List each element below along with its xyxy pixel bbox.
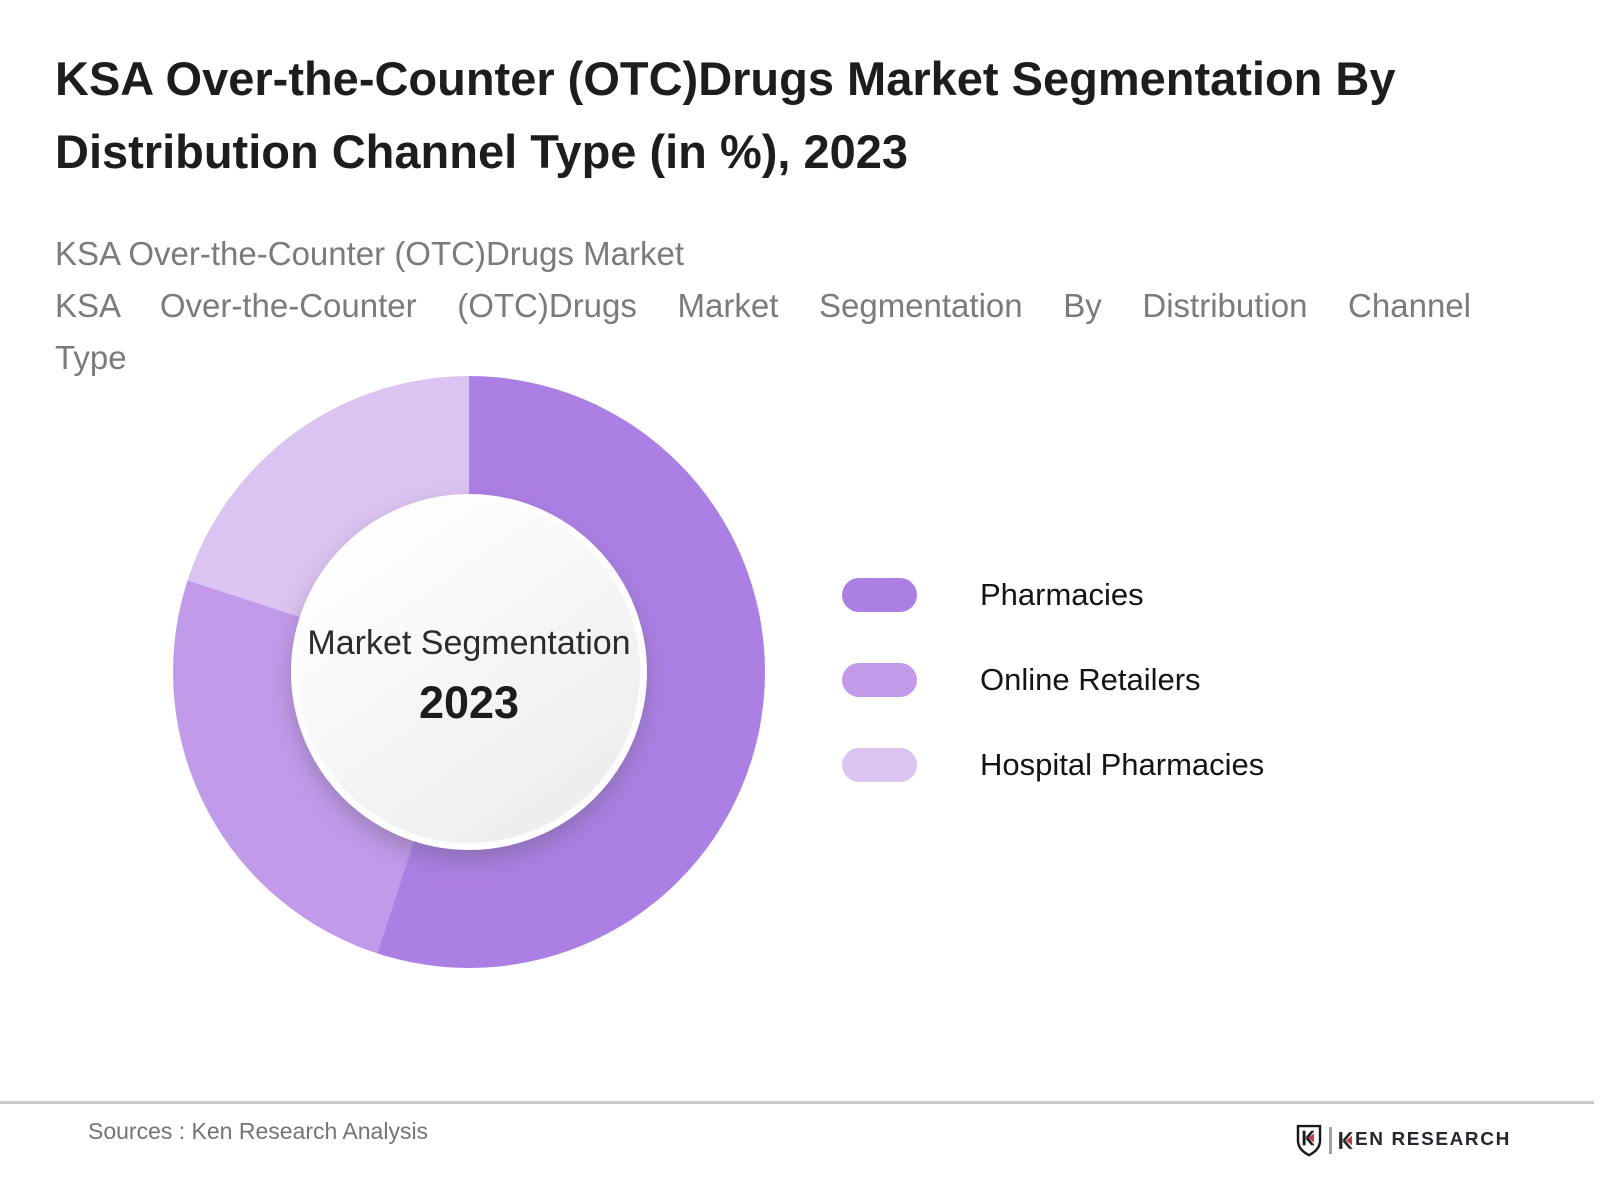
donut-chart: Market Segmentation 2023 <box>173 376 765 968</box>
legend-label-pharmacies: Pharmacies <box>980 577 1144 612</box>
legend-item-pharmacies: Pharmacies <box>842 577 1144 612</box>
logo-wordmark: EN RESEARCH <box>1339 1129 1511 1151</box>
ken-research-shield-icon <box>1296 1124 1322 1157</box>
logo-brand-text: EN RESEARCH <box>1355 1129 1511 1150</box>
footer-divider <box>0 1101 1594 1104</box>
sources-text: Sources : Ken Research Analysis <box>88 1118 429 1144</box>
legend-swatch-online-retailers <box>842 663 917 697</box>
legend-label-online-retailers: Online Retailers <box>980 662 1201 697</box>
legend-swatch-hospital-pharmacies <box>842 748 917 782</box>
donut-center-year: 2023 <box>418 677 520 728</box>
page-title-line1: KSA Over-the-Counter (OTC)Drugs Market S… <box>55 52 1396 105</box>
legend-item-hospital-pharmacies: Hospital Pharmacies <box>842 747 1265 782</box>
subtitle-segmentation-line: KSA Over-the-Counter (OTC)Drugs Market S… <box>55 287 1471 324</box>
logo-divider-bar <box>1329 1126 1332 1154</box>
subtitle-market-name: KSA Over-the-Counter (OTC)Drugs Market <box>55 235 684 272</box>
legend-swatch-pharmacies <box>842 578 917 612</box>
legend-item-online-retailers: Online Retailers <box>842 662 1201 697</box>
logo-k-icon <box>1339 1131 1353 1149</box>
donut-center-label: Market Segmentation <box>307 624 631 662</box>
page-title: KSA Over-the-Counter (OTC)Drugs Market S… <box>55 42 1515 188</box>
subtitle-segmentation-line-cont: Type <box>55 339 127 376</box>
ken-research-logo: EN RESEARCH <box>1295 1118 1511 1162</box>
legend-label-hospital-pharmacies: Hospital Pharmacies <box>980 747 1265 782</box>
page-title-line2: Distribution Channel Type (in %), 2023 <box>55 125 909 178</box>
donut-center: Market Segmentation 2023 <box>291 494 647 850</box>
